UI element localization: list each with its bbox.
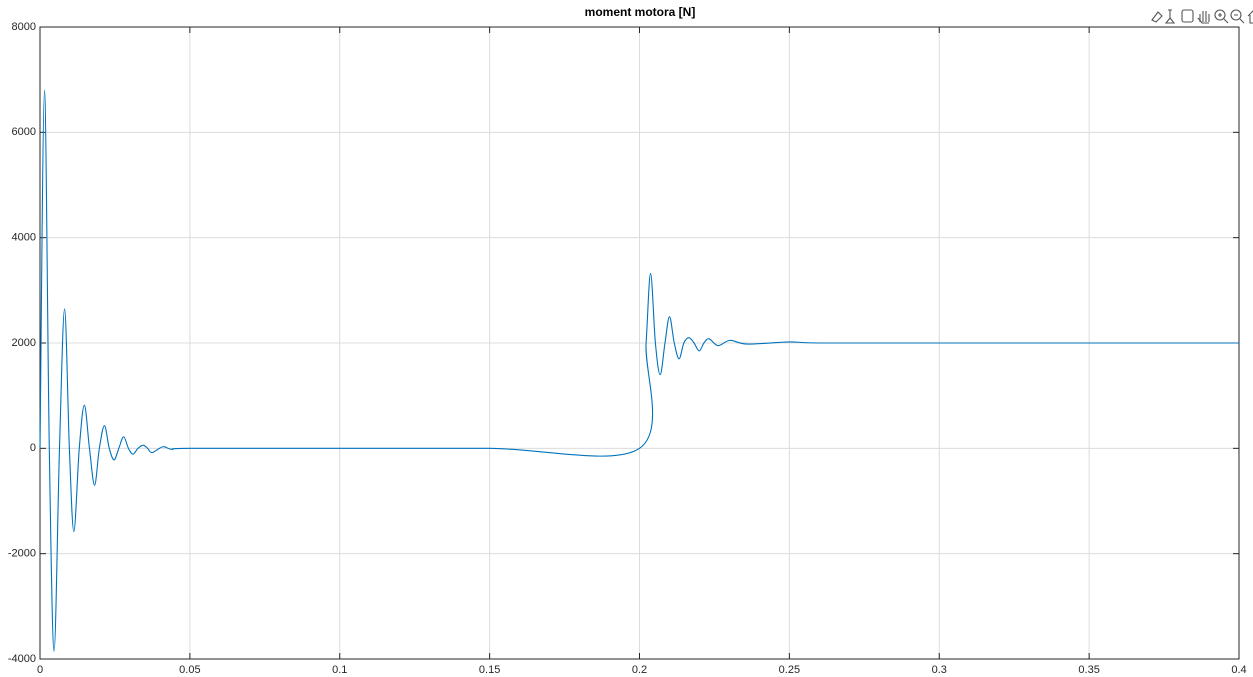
x-tick-label: 0.2	[632, 664, 647, 676]
x-tick-label: 0.4	[1231, 664, 1246, 676]
brush-icon[interactable]	[1151, 11, 1163, 23]
y-tick-label: 2000	[12, 337, 36, 349]
datatip-icon[interactable]	[1164, 9, 1176, 24]
x-tick-label: 0.25	[779, 664, 800, 676]
zoom-out-icon[interactable]	[1230, 9, 1242, 21]
x-tick-label: 0	[37, 664, 43, 676]
pan-icon[interactable]	[1197, 11, 1210, 24]
toolbar	[1151, 9, 1253, 24]
home-icon[interactable]	[1247, 10, 1253, 24]
legend-icon[interactable]	[1181, 9, 1194, 23]
x-tick-label: 0.15	[479, 664, 500, 676]
x-tick-label: 0.3	[932, 664, 947, 676]
data-line	[39, 89, 1239, 652]
y-tick-label: 8000	[12, 21, 36, 33]
chart-title: moment motora [N]	[585, 5, 696, 19]
x-tick-label: 0.05	[179, 664, 200, 676]
y-tick-label: -2000	[8, 548, 36, 560]
y-tick-label: 0	[30, 442, 36, 454]
y-tick-label: 4000	[12, 232, 36, 244]
x-tick-label: 0.1	[332, 664, 347, 676]
zoom-in-icon[interactable]	[1214, 9, 1226, 21]
y-tick-label: -4000	[8, 653, 36, 665]
x-tick-label: 0.35	[1078, 664, 1099, 676]
y-tick-label: 6000	[12, 126, 36, 138]
